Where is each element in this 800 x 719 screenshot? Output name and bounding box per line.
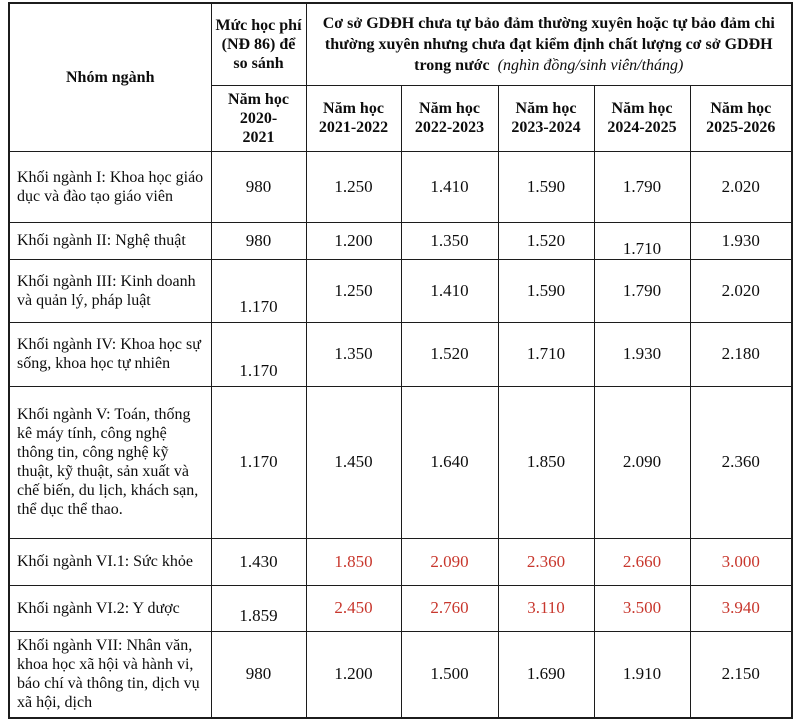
fee-cell: 1.690: [497, 630, 595, 719]
fee-cell: 2.020: [689, 258, 793, 323]
header-year-2024-2025: Năm học 2024-2025: [593, 84, 691, 152]
row-label: Khối ngành VII: Nhân văn, khoa học xã hộ…: [8, 630, 212, 719]
fee-cell: 1.350: [305, 321, 402, 387]
fee-cell: 1.410: [400, 258, 499, 323]
header-year-2025-2026: Năm học 2025-2026: [689, 84, 793, 152]
fee-cell: 1.350: [400, 221, 499, 260]
row-label: Khối ngành III: Kinh doanh và quản lý, p…: [8, 258, 212, 323]
row-label: Khối ngành IV: Khoa học sự sống, khoa họ…: [8, 321, 212, 387]
header-row-years: Năm học 2020- 2021 Năm học 2021-2022 Năm…: [9, 84, 793, 152]
fee-cell: 1.850: [305, 537, 402, 586]
fee-cell: 3.000: [689, 537, 793, 586]
header-muc-hoc-phi-nd86: Mức học phí (NĐ 86) để so sánh: [210, 2, 307, 86]
fee-cell: 2.150: [689, 630, 793, 719]
base-fee-cell: 980: [210, 630, 307, 719]
base-fee-cell: 980: [210, 221, 307, 260]
tuition-fee-table: Nhóm ngành Mức học phí (NĐ 86) để so sán…: [8, 2, 794, 719]
fee-cell: 1.520: [497, 221, 595, 260]
base-fee-cell: 1.430: [210, 537, 307, 586]
table-header: Nhóm ngành Mức học phí (NĐ 86) để so sán…: [8, 2, 793, 152]
fee-cell: 1.450: [305, 385, 402, 539]
fee-cell: 1.790: [593, 258, 691, 323]
table-row: Khối ngành I: Khoa học giáo dục và đào t…: [8, 150, 793, 223]
table-row: Khối ngành VI.1: Sức khỏe 1.430 1.850 2.090…: [8, 537, 793, 586]
header-row-top: Nhóm ngành Mức học phí (NĐ 86) để so sán…: [8, 2, 793, 152]
fee-cell: 2.450: [305, 584, 402, 632]
fee-cell: 1.500: [400, 630, 499, 719]
fee-cell: 1.790: [593, 150, 691, 223]
table-row: Khối ngành VI.2: Y dược 1.859 2.450 2.760 3.…: [8, 584, 793, 632]
row-label: Khối ngành V: Toán, thống kê máy tính, c…: [8, 385, 212, 539]
header-gddh-unit-text: (nghìn đồng/sinh viên/tháng): [497, 56, 684, 74]
fee-cell: 3.940: [689, 584, 793, 632]
header-gddh-title-text: Cơ sở GDĐH chưa tự bảo đảm thường xuyên …: [322, 14, 775, 74]
header-year-2023-2024: Năm học 2023-2024: [497, 84, 595, 152]
table-row: Khối ngành II: Nghệ thuật 980 1.200 1.350 1.…: [8, 221, 793, 260]
fee-cell: 1.640: [400, 385, 499, 539]
fee-cell: 2.090: [593, 385, 691, 539]
table-row: Khối ngành IV: Khoa học sự sống, khoa họ…: [8, 321, 793, 387]
fee-cell: 1.410: [400, 150, 499, 223]
base-fee-cell: 1.170: [210, 321, 307, 387]
fee-cell: 1.200: [305, 630, 402, 719]
fee-cell: 2.090: [400, 537, 499, 586]
fee-cell: 1.930: [689, 221, 793, 260]
header-year-2020-2021: Năm học 2020- 2021: [210, 84, 307, 152]
fee-cell: 2.180: [689, 321, 793, 387]
fee-cell: 1.930: [593, 321, 691, 387]
fee-cell: 2.360: [689, 385, 793, 539]
base-fee-cell: 1.170: [210, 258, 307, 323]
fee-cell: 1.520: [400, 321, 499, 387]
row-label: Khối ngành VI.2: Y dược: [8, 584, 212, 632]
fee-cell: 1.590: [497, 150, 595, 223]
fee-cell: 1.850: [497, 385, 595, 539]
row-label: Khối ngành II: Nghệ thuật: [8, 221, 212, 260]
header-year-2022-2023: Năm học 2022-2023: [400, 84, 499, 152]
table-row: Khối ngành III: Kinh doanh và quản lý, p…: [8, 258, 793, 323]
fee-cell: 1.710: [497, 321, 595, 387]
header-gddh-group-title: Cơ sở GDĐH chưa tự bảo đảm thường xuyên …: [305, 2, 793, 86]
fee-cell: 2.660: [593, 537, 691, 586]
table-row: Khối ngành VII: Nhân văn, khoa học xã hộ…: [8, 630, 793, 719]
fee-cell: 2.360: [497, 537, 595, 586]
row-label: Khối ngành I: Khoa học giáo dục và đào t…: [8, 150, 212, 223]
header-year-2021-2022: Năm học 2021-2022: [305, 84, 402, 152]
fee-cell: 1.590: [497, 258, 595, 323]
header-nhom-nganh: Nhóm ngành: [8, 2, 212, 152]
base-fee-cell: 1.859: [210, 584, 307, 632]
base-fee-cell: 980: [210, 150, 307, 223]
fee-cell: 3.500: [593, 584, 691, 632]
fee-cell: 2.760: [400, 584, 499, 632]
fee-cell: 2.020: [689, 150, 793, 223]
base-fee-cell: 1.170: [210, 385, 307, 539]
fee-cell: 3.110: [497, 584, 595, 632]
fee-cell: 1.710: [593, 221, 691, 260]
fee-cell: 1.250: [305, 258, 402, 323]
table-body: Khối ngành I: Khoa học giáo dục và đào t…: [8, 150, 793, 719]
row-label: Khối ngành VI.1: Sức khỏe: [8, 537, 212, 586]
fee-cell: 1.200: [305, 221, 402, 260]
table-row: Khối ngành V: Toán, thống kê máy tính, c…: [8, 385, 793, 539]
fee-cell: 1.910: [593, 630, 691, 719]
fee-cell: 1.250: [305, 150, 402, 223]
